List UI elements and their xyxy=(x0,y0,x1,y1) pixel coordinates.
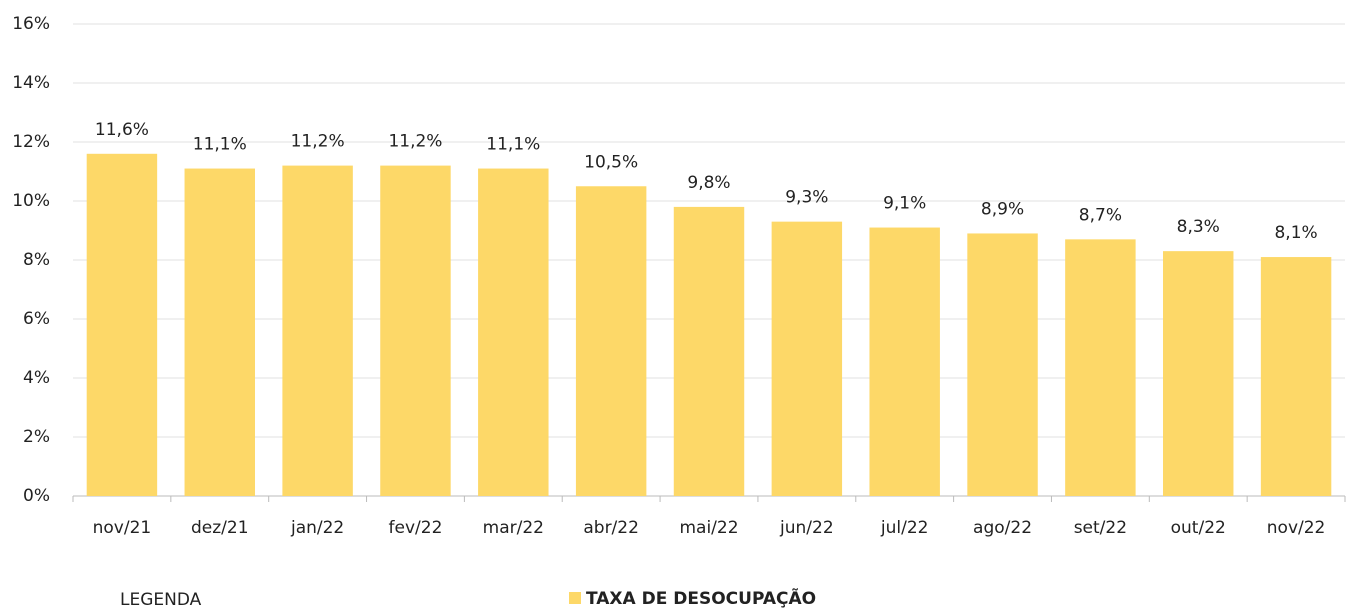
y-tick-label: 12% xyxy=(12,132,50,152)
bar xyxy=(1163,251,1234,496)
data-label: 8,1% xyxy=(1274,223,1317,243)
data-label: 11,1% xyxy=(486,135,540,155)
bar xyxy=(673,206,745,496)
x-tick-label: jul/22 xyxy=(880,518,929,538)
data-label: 9,3% xyxy=(785,188,828,208)
x-tick-label: nov/21 xyxy=(93,518,152,538)
x-tick-label: out/22 xyxy=(1171,518,1226,538)
x-tick-label: jun/22 xyxy=(779,518,834,538)
x-tick-label: set/22 xyxy=(1074,518,1127,538)
legend-label: TAXA DE DESOCUPAÇÃO xyxy=(586,586,816,609)
y-tick-label: 14% xyxy=(12,73,50,93)
legend-swatch xyxy=(569,592,581,604)
x-tick-label: abr/22 xyxy=(583,518,639,538)
x-tick-label: mai/22 xyxy=(679,518,738,538)
x-tick-label: ago/22 xyxy=(973,518,1032,538)
bar xyxy=(967,233,1038,496)
y-tick-label: 0% xyxy=(23,486,50,506)
data-label: 9,1% xyxy=(883,194,926,214)
bar xyxy=(86,153,158,497)
bar xyxy=(1260,257,1332,496)
data-label: 11,1% xyxy=(193,135,247,155)
y-tick-label: 6% xyxy=(23,309,50,329)
data-label: 8,9% xyxy=(981,199,1024,219)
x-tick-label: mar/22 xyxy=(483,518,544,538)
x-tick-label: nov/22 xyxy=(1267,518,1326,538)
y-tick-label: 4% xyxy=(23,368,50,388)
data-label: 11,2% xyxy=(388,132,442,152)
data-label: 11,2% xyxy=(291,132,345,152)
data-label: 11,6% xyxy=(95,120,149,140)
y-tick-label: 10% xyxy=(12,191,50,211)
legend-title: LEGENDA xyxy=(120,590,202,609)
bar xyxy=(282,165,353,496)
bar xyxy=(184,168,255,497)
bar xyxy=(869,227,940,497)
bar xyxy=(771,221,843,496)
y-tick-label: 16% xyxy=(12,14,50,34)
x-tick-label: dez/21 xyxy=(191,518,249,538)
y-tick-label: 2% xyxy=(23,427,50,447)
bar xyxy=(1065,239,1136,496)
bar xyxy=(575,186,647,496)
y-tick-label: 8% xyxy=(23,250,50,270)
data-label: 10,5% xyxy=(584,152,638,172)
x-tick-label: fev/22 xyxy=(389,518,443,538)
bar xyxy=(478,168,549,497)
x-tick-label: jan/22 xyxy=(290,518,344,538)
bar xyxy=(380,165,451,496)
data-label: 8,7% xyxy=(1079,205,1122,225)
data-label: 8,3% xyxy=(1177,217,1220,237)
data-label: 9,8% xyxy=(687,173,730,193)
